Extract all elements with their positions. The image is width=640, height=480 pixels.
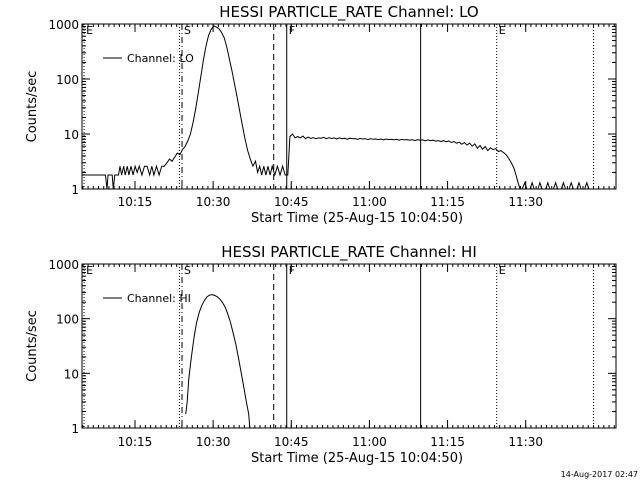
legend-label: Channel: LO [127, 52, 194, 65]
y-tick-label: 100 [56, 313, 79, 327]
x-tick-label: 11:30 [508, 195, 543, 209]
event-marker-label: E [86, 264, 93, 277]
y-tick-label: 1000 [48, 258, 79, 272]
data-series-line [185, 294, 251, 429]
event-marker-label: F [289, 264, 295, 277]
x-axis-label: Start Time (25-Aug-15 10:04:50) [251, 451, 463, 466]
y-tick-label: 1 [71, 183, 79, 197]
y-axis-label: Counts/sec [25, 310, 40, 382]
event-marker-label: S [184, 24, 191, 37]
y-tick-label: 1000 [48, 18, 79, 32]
event-marker-label: F [289, 24, 295, 37]
event-marker-label: E [499, 264, 506, 277]
y-tick-label: 10 [64, 367, 79, 381]
data-series-line [82, 25, 596, 190]
x-tick-label: 11:30 [508, 435, 543, 449]
plot-frame [81, 263, 617, 429]
x-tick-label: 10:45 [274, 195, 309, 209]
y-axis-label: Counts/sec [25, 71, 40, 143]
x-tick-label: 10:15 [118, 435, 153, 449]
x-tick-label: 10:30 [196, 435, 231, 449]
event-marker-label: E [499, 24, 506, 37]
legend-label: Channel: HI [127, 292, 191, 305]
x-tick-label: 10:15 [118, 195, 153, 209]
panel-hi: HESSI PARTICLE_RATE Channel: HI 1 10 100 100… [25, 243, 617, 466]
x-tick-label: 11:00 [352, 435, 387, 449]
chart-title: HESSI PARTICLE_RATE Channel: HI [221, 243, 477, 262]
x-tick-label: 10:45 [274, 435, 309, 449]
x-tick-label: 11:00 [352, 195, 387, 209]
plot-frame [81, 23, 617, 190]
x-axis-label: Start Time (25-Aug-15 10:04:50) [251, 211, 463, 226]
y-tick-label: 100 [56, 73, 79, 87]
event-marker-label: S [184, 264, 191, 277]
x-tick-label: 11:15 [430, 195, 465, 209]
chart-title: HESSI PARTICLE_RATE Channel: LO [219, 3, 478, 22]
panel-lo: HESSI PARTICLE_RATE Channel: LO 1 10 100 100… [25, 3, 617, 226]
y-tick-label: 10 [64, 128, 79, 142]
y-tick-label: 1 [71, 422, 79, 436]
x-tick-label: 11:15 [430, 435, 465, 449]
plot-timestamp: 14-Aug-2017 02:47 [560, 470, 638, 479]
x-tick-label: 10:30 [196, 195, 231, 209]
event-marker-label: E [86, 24, 93, 37]
